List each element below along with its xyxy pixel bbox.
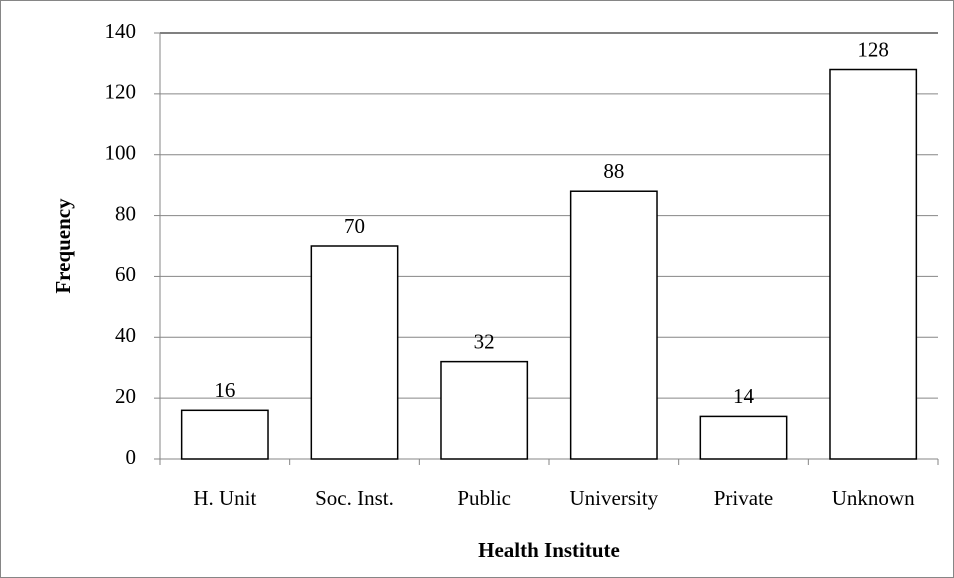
x-tick-label: University xyxy=(570,486,659,510)
y-tick-label: 140 xyxy=(105,19,137,43)
y-tick-label: 40 xyxy=(115,323,136,347)
data-label: 14 xyxy=(733,384,755,408)
data-label: 128 xyxy=(857,37,889,61)
x-tick-label: Private xyxy=(714,486,773,510)
y-tick-label: 100 xyxy=(105,141,137,165)
y-tick-label: 20 xyxy=(115,384,136,408)
data-label: 16 xyxy=(214,378,235,402)
x-axis-title: Health Institute xyxy=(478,538,620,562)
bar xyxy=(440,360,529,460)
bar xyxy=(569,190,658,460)
x-tick-label: Soc. Inst. xyxy=(315,486,394,510)
data-label: 88 xyxy=(603,159,624,183)
x-tick-label: Unknown xyxy=(832,486,915,510)
y-tick-label: 0 xyxy=(126,445,137,469)
y-axis-title: Frequency xyxy=(51,198,75,294)
y-tick-label: 120 xyxy=(105,80,137,104)
x-tick-label: H. Unit xyxy=(193,486,256,510)
bar xyxy=(310,245,399,460)
y-tick-label: 60 xyxy=(115,262,136,286)
bar xyxy=(829,68,918,460)
x-tick-label: Public xyxy=(457,486,511,510)
data-label: 32 xyxy=(474,329,495,353)
bar xyxy=(180,409,269,460)
y-tick-label: 80 xyxy=(115,201,136,225)
bar xyxy=(699,415,788,460)
data-label: 70 xyxy=(344,214,365,238)
